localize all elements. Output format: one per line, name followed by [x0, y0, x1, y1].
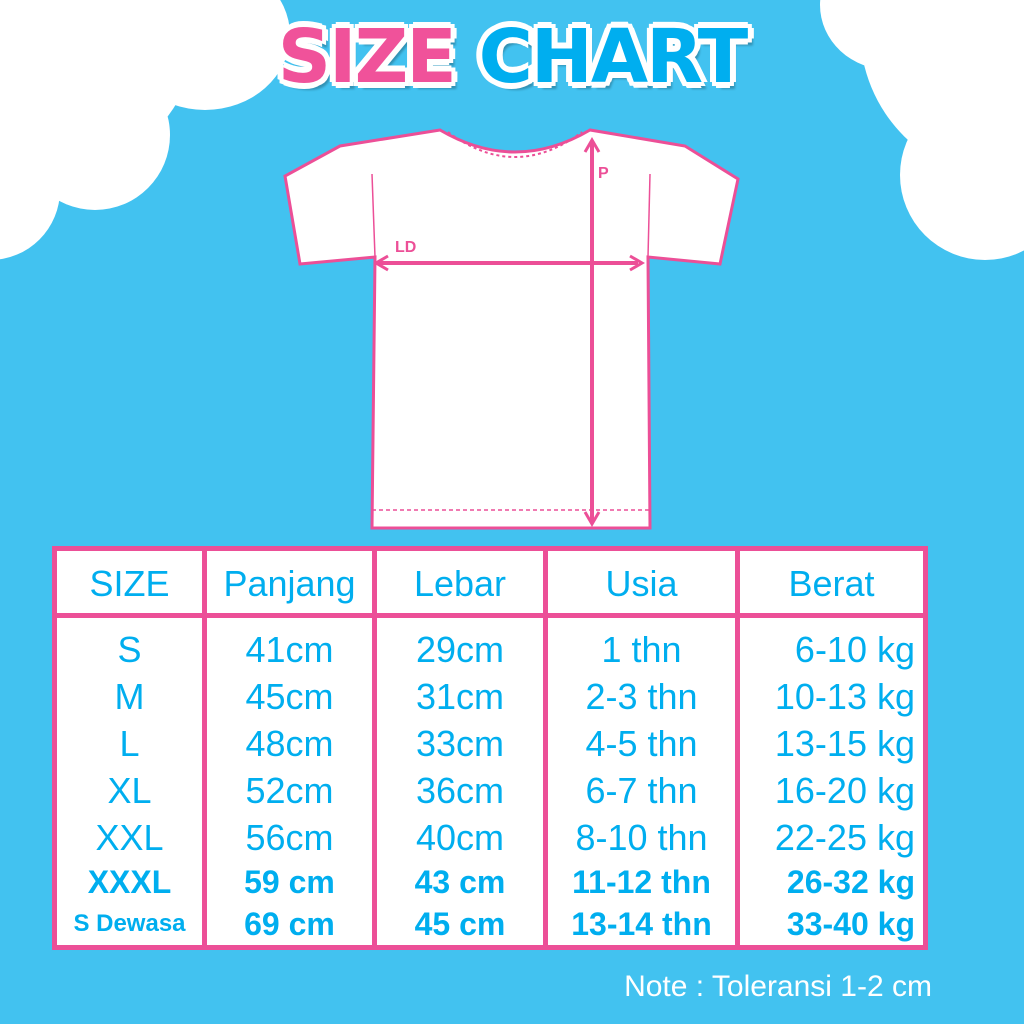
- cell-berat: 33-40 kg: [786, 906, 915, 942]
- cell-usia: 11-12 thn: [572, 864, 711, 900]
- cell-usia: 2-3 thn: [585, 676, 698, 717]
- header-berat: Berat: [788, 563, 875, 604]
- cell-panjang: 52cm: [245, 770, 334, 811]
- cell-berat: 10-13 kg: [774, 676, 915, 717]
- cell-panjang: 56cm: [245, 817, 334, 858]
- cell-berat: 22-25 kg: [774, 817, 915, 858]
- cell-lebar: 31cm: [415, 676, 505, 717]
- cell-panjang: 59 cm: [244, 864, 335, 900]
- title-size: SIZE: [277, 14, 457, 100]
- cell-berat: 16-20 kg: [774, 770, 915, 811]
- cell-lebar: 29cm: [415, 629, 505, 670]
- header-usia: Usia: [605, 563, 678, 604]
- title-chart: CHART: [478, 14, 749, 100]
- cell-panjang: 48cm: [245, 723, 334, 764]
- cell-size: XXL: [95, 817, 164, 858]
- cell-lebar: 40cm: [415, 817, 505, 858]
- cell-size: XL: [107, 770, 152, 811]
- cell-berat: 6-10 kg: [794, 629, 915, 670]
- length-label: P: [598, 165, 609, 182]
- cell-lebar: 45 cm: [414, 906, 506, 942]
- page-title: SIZE CHART: [0, 14, 1024, 100]
- header-panjang: Panjang: [223, 563, 356, 604]
- cell-lebar: 43 cm: [414, 864, 506, 900]
- width-label: LD: [395, 239, 416, 256]
- cell-usia: 4-5 thn: [585, 723, 698, 764]
- cell-size: S: [117, 629, 142, 670]
- cell-berat: 13-15 kg: [774, 723, 915, 764]
- tolerance-note: Note : Toleransi 1-2 cm: [624, 970, 932, 1003]
- cell-panjang: 41cm: [245, 629, 334, 670]
- cell-size: XXXL: [87, 864, 172, 900]
- cell-usia: 1 thn: [601, 629, 682, 670]
- cell-berat: 26-32 kg: [786, 864, 915, 900]
- size-table: SIZE Panjang Lebar Usia Berat S 41cm 29cm 1 thn…: [52, 546, 928, 950]
- cell-lebar: 36cm: [415, 770, 505, 811]
- cell-usia: 13-14 thn: [571, 906, 712, 942]
- cell-size: M: [114, 676, 145, 717]
- cell-lebar: 33cm: [415, 723, 505, 764]
- cell-size: S Dewasa: [73, 910, 186, 937]
- header-lebar: Lebar: [413, 563, 507, 604]
- cell-usia: 6-7 thn: [585, 770, 698, 811]
- tshirt-diagram: P LD: [283, 128, 740, 530]
- cell-size: L: [119, 723, 140, 764]
- cell-usia: 8-10 thn: [575, 817, 708, 858]
- header-size: SIZE: [89, 563, 170, 604]
- cell-panjang: 69 cm: [244, 906, 335, 942]
- cell-panjang: 45cm: [245, 676, 334, 717]
